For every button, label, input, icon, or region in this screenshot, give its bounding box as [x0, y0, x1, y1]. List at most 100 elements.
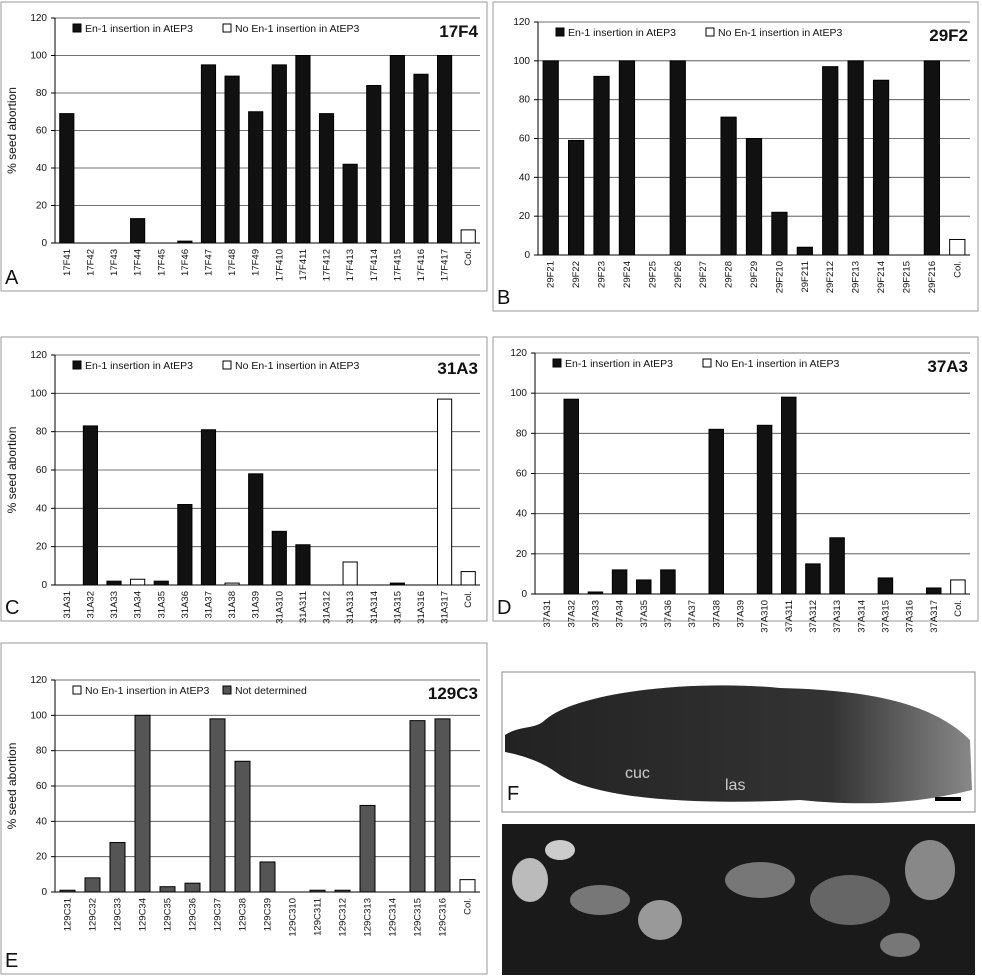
bar	[225, 583, 239, 585]
bar	[60, 890, 75, 892]
x-tick-label: 31A39	[251, 591, 262, 618]
bar	[637, 580, 652, 594]
x-tick-label: 29F23	[597, 261, 608, 288]
x-tick-label: 129C310	[288, 898, 299, 937]
x-tick-label: 31A38	[227, 591, 238, 618]
bar	[746, 139, 761, 256]
y-tick-label: 40	[36, 503, 48, 514]
legend-swatch	[223, 361, 231, 369]
y-tick-label: 100	[510, 388, 527, 399]
y-tick-label: 80	[519, 95, 531, 106]
x-tick-label: 31A33	[109, 591, 120, 618]
x-tick-label: 17F412	[322, 249, 333, 281]
y-tick-label: 80	[516, 428, 528, 439]
bar	[260, 862, 275, 892]
x-tick-label: 17F46	[180, 249, 191, 276]
legend-label: No En-1 insertion in AtEP3	[85, 685, 209, 697]
bar	[154, 581, 168, 585]
legend-swatch	[553, 359, 561, 367]
x-tick-label: 17F417	[440, 249, 451, 281]
x-tick-label: 37A34	[615, 600, 626, 627]
y-tick-label: 60	[36, 126, 48, 137]
y-tick-label: 0	[41, 580, 47, 591]
bar	[249, 474, 263, 585]
x-tick-label: 31A32	[85, 591, 96, 618]
scale-bar	[935, 797, 961, 801]
bar	[410, 721, 425, 892]
x-tick-label: 17F44	[133, 249, 144, 276]
x-tick-label: Col.	[463, 591, 474, 608]
bar	[296, 56, 310, 244]
bar	[319, 114, 333, 243]
bar	[201, 430, 215, 585]
x-tick-label: 29F21	[546, 261, 557, 288]
bar	[178, 505, 192, 586]
bar	[83, 426, 97, 585]
bar	[414, 74, 428, 243]
bar	[951, 580, 966, 594]
x-tick-label: 37A313	[832, 600, 843, 633]
bar	[830, 538, 845, 594]
bar	[564, 399, 579, 594]
y-tick-label: 20	[36, 542, 48, 553]
x-tick-label: 17F47	[203, 249, 214, 276]
panel-letter: B	[497, 287, 510, 309]
x-tick-label: 37A314	[856, 600, 867, 633]
bar	[612, 570, 627, 594]
bar	[160, 887, 175, 892]
x-tick-label: 17F42	[85, 249, 96, 276]
y-tick-label: 20	[36, 201, 48, 212]
x-tick-label: 29F213	[851, 261, 862, 293]
x-tick-label: Col.	[463, 898, 474, 915]
bar	[806, 564, 821, 594]
y-tick-label: 120	[510, 348, 527, 359]
bar	[343, 164, 357, 243]
y-tick-label: 80	[36, 746, 48, 757]
x-tick-label: 129C31	[63, 898, 74, 931]
x-tick-label: 29F210	[774, 261, 785, 293]
x-tick-label: 129C37	[213, 898, 224, 931]
x-tick-label: 31A34	[133, 591, 144, 618]
x-tick-label: 31A311	[298, 591, 309, 623]
bar	[670, 61, 685, 255]
y-tick-label: 60	[36, 465, 48, 476]
panel-letter: E	[5, 950, 18, 972]
y-tick-label: 20	[519, 211, 531, 222]
y-tick-label: 0	[524, 250, 530, 261]
bar	[594, 76, 609, 255]
chart-title: 31A3	[437, 359, 478, 378]
x-tick-label: 31A31	[62, 591, 73, 618]
x-tick-label: 37A317	[929, 600, 940, 633]
x-tick-label: 129C315	[413, 898, 424, 937]
y-tick-label: 0	[521, 589, 527, 600]
x-tick-label: 37A37	[687, 600, 698, 627]
y-axis-label: % seed abortion	[5, 743, 19, 830]
bar	[390, 583, 404, 585]
x-tick-label: 37A315	[880, 600, 891, 633]
bar	[619, 61, 634, 255]
x-tick-label: 29F212	[825, 261, 836, 293]
x-tick-label: 129C36	[188, 898, 199, 931]
bar	[878, 578, 893, 594]
legend-swatch	[703, 359, 711, 367]
y-tick-label: 60	[519, 134, 531, 145]
y-tick-label: 100	[30, 388, 47, 399]
y-tick-label: 40	[36, 816, 48, 827]
x-tick-label: 37A35	[639, 600, 650, 627]
x-tick-label: 129C313	[363, 898, 374, 937]
bar	[461, 230, 475, 243]
x-tick-label: 17F43	[109, 249, 120, 276]
bar	[310, 890, 325, 892]
x-tick-label: 37A310	[760, 600, 771, 633]
bar	[272, 531, 286, 585]
x-tick-label: 29F211	[800, 261, 811, 293]
bar	[823, 67, 838, 255]
panel-letter: A	[5, 267, 19, 289]
bar	[85, 878, 100, 892]
legend-label: Not determined	[235, 685, 307, 697]
bar	[249, 112, 263, 243]
y-tick-label: 40	[36, 163, 48, 174]
bar	[873, 80, 888, 255]
legend-swatch	[73, 686, 81, 694]
x-tick-label: 31A312	[322, 591, 333, 624]
